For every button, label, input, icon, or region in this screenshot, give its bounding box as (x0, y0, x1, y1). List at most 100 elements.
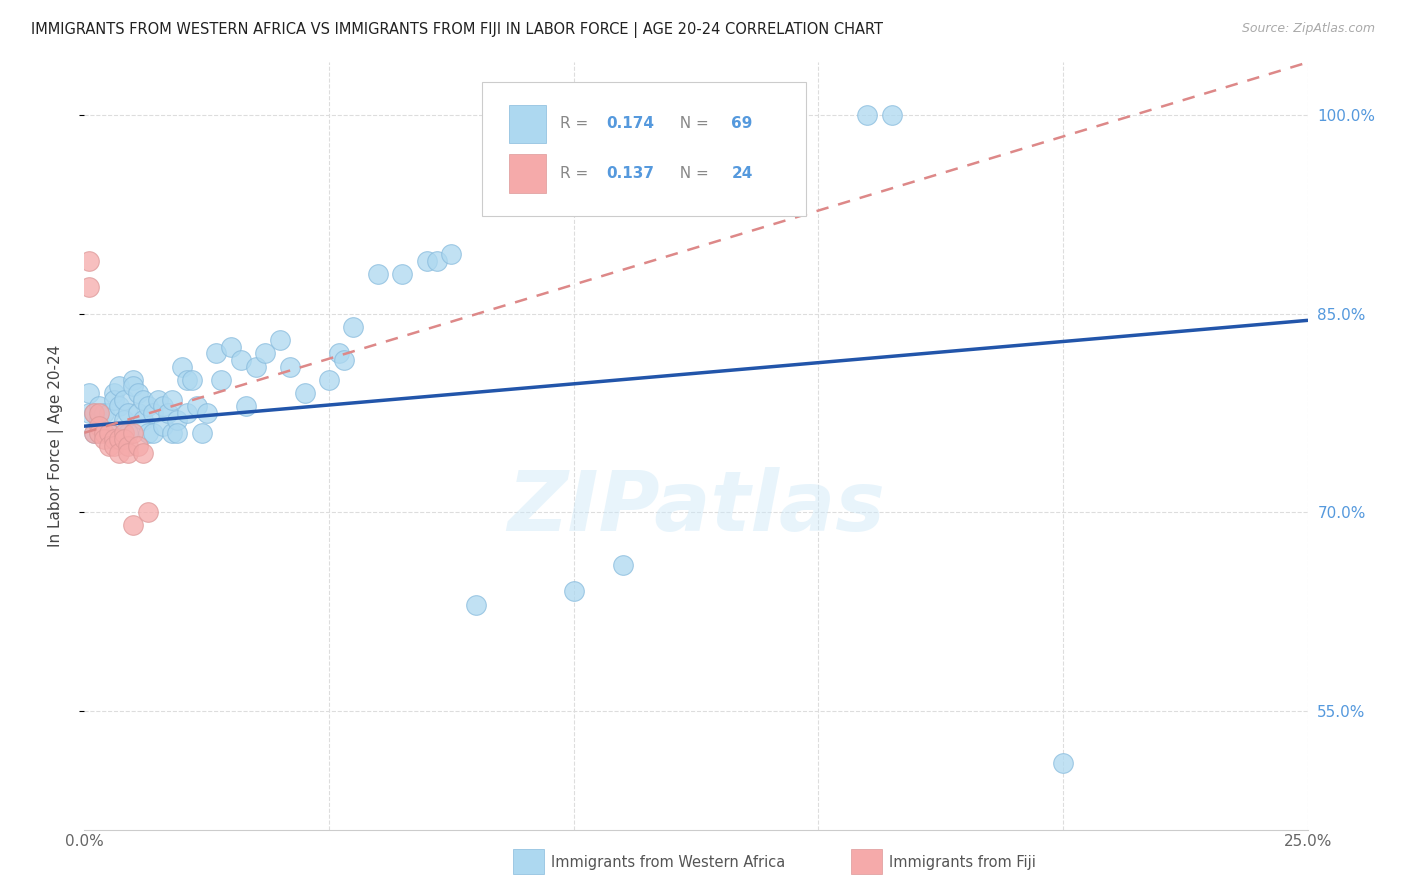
Point (136, 425, 159, 440)
Point (880, 108, 903, 122)
Point (294, 386, 316, 401)
Point (97, 425, 120, 440)
Point (122, 425, 145, 440)
Point (117, 425, 139, 440)
Point (332, 353, 354, 368)
Point (132, 392, 155, 407)
Point (127, 386, 149, 401)
Point (229, 353, 252, 368)
Text: 0.137: 0.137 (606, 166, 655, 181)
Point (83, 406, 105, 420)
Text: R =: R = (560, 116, 593, 131)
Point (342, 320, 364, 334)
Point (93, 425, 115, 440)
Point (112, 392, 135, 407)
Point (83, 425, 105, 440)
Point (83, 425, 105, 440)
Point (254, 346, 277, 360)
Point (77, 253, 100, 268)
Point (152, 419, 174, 434)
Point (112, 433, 135, 447)
Point (107, 379, 129, 393)
Point (87, 425, 110, 440)
Point (77, 280, 100, 294)
Point (162, 425, 184, 440)
Point (103, 386, 125, 401)
Point (142, 425, 165, 440)
Point (136, 400, 159, 414)
Point (87, 400, 110, 414)
Text: R =: R = (560, 166, 593, 181)
Point (245, 359, 267, 374)
Point (122, 373, 145, 387)
Point (191, 425, 214, 440)
Point (127, 439, 149, 453)
Point (122, 518, 145, 533)
Text: N =: N = (671, 166, 714, 181)
Point (103, 433, 125, 447)
FancyBboxPatch shape (509, 104, 546, 143)
FancyBboxPatch shape (509, 154, 546, 193)
Point (127, 406, 149, 420)
Point (235, 400, 257, 414)
Point (856, 108, 879, 122)
Point (269, 333, 291, 347)
Point (181, 373, 204, 387)
Point (195, 406, 218, 420)
Text: 24: 24 (731, 166, 752, 181)
Text: N =: N = (671, 116, 714, 131)
Point (219, 340, 242, 354)
Point (156, 406, 179, 420)
Point (166, 425, 188, 440)
Point (562, 584, 585, 599)
Point (162, 392, 184, 407)
Point (318, 373, 340, 387)
Text: Source: ZipAtlas.com: Source: ZipAtlas.com (1241, 22, 1375, 36)
Point (103, 392, 125, 407)
Text: 69: 69 (731, 116, 752, 131)
Point (209, 373, 232, 387)
Point (1052, 756, 1074, 771)
Y-axis label: In Labor Force | Age 20-24: In Labor Force | Age 20-24 (48, 345, 63, 547)
Text: Immigrants from Fiji: Immigrants from Fiji (889, 855, 1035, 870)
Point (97, 439, 120, 453)
Point (146, 392, 169, 407)
Point (136, 505, 159, 519)
Point (112, 425, 135, 440)
Point (83, 406, 105, 420)
Point (132, 412, 155, 426)
Point (117, 406, 139, 420)
Point (107, 433, 129, 447)
Point (367, 267, 389, 281)
FancyBboxPatch shape (482, 82, 806, 216)
Point (176, 373, 198, 387)
Point (328, 346, 350, 360)
Point (172, 359, 194, 374)
Text: ZIPatlas: ZIPatlas (508, 467, 884, 548)
Point (103, 439, 125, 453)
Point (107, 400, 129, 414)
Point (391, 267, 413, 281)
Point (77, 386, 100, 401)
Point (87, 419, 110, 434)
Point (186, 400, 208, 414)
Point (97, 406, 120, 420)
Point (166, 412, 188, 426)
Point (93, 406, 115, 420)
Point (426, 253, 449, 268)
Point (205, 346, 228, 360)
Point (464, 598, 486, 612)
Point (87, 412, 110, 426)
Point (152, 400, 174, 414)
Text: IMMIGRANTS FROM WESTERN AFRICA VS IMMIGRANTS FROM FIJI IN LABOR FORCE | AGE 20-2: IMMIGRANTS FROM WESTERN AFRICA VS IMMIGR… (31, 22, 883, 38)
Point (107, 445, 129, 459)
Point (93, 433, 115, 447)
Point (97, 425, 120, 440)
Point (440, 247, 463, 261)
Point (87, 425, 110, 440)
Point (93, 425, 115, 440)
Point (122, 379, 145, 393)
Point (117, 439, 139, 453)
Point (132, 445, 155, 459)
Point (112, 412, 135, 426)
